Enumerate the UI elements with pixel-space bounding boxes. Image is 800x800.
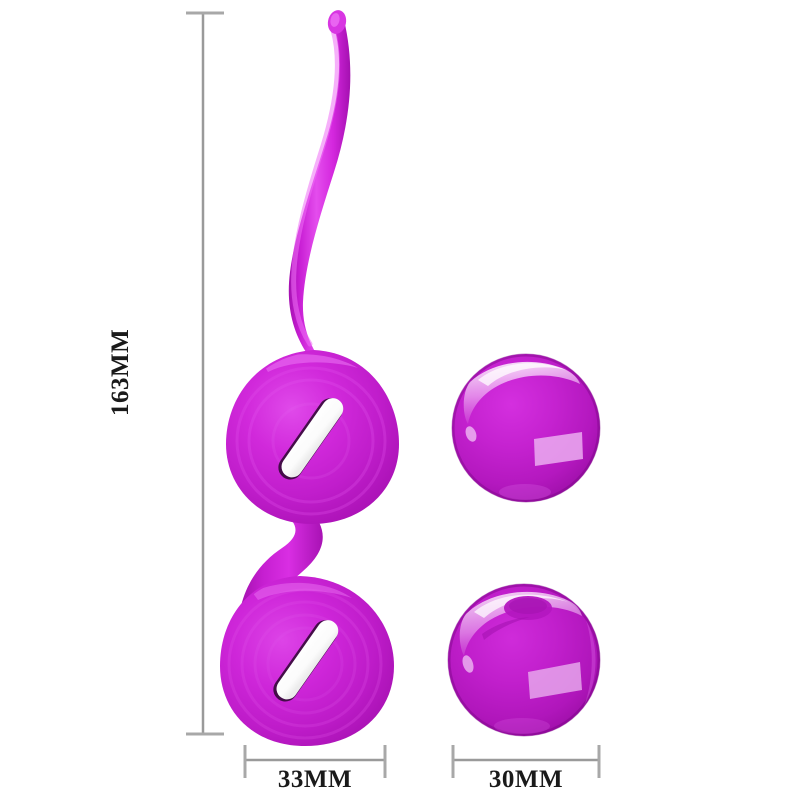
- ball-highlight-rect: [534, 432, 583, 466]
- ball-width-dimension-line: [451, 745, 601, 778]
- lower-slot: [273, 620, 339, 702]
- loose-ball-upper: [451, 353, 601, 503]
- upper-slot: [278, 398, 344, 480]
- ball2-highlight-rect: [528, 662, 582, 699]
- ball-width-dimension-label: 30MM: [488, 766, 564, 793]
- lower-bead: [220, 576, 394, 746]
- dual-ball-device: [220, 10, 399, 746]
- loose-ball-lower: [447, 583, 601, 737]
- retrieval-tail: [288, 10, 351, 373]
- main-width-dimension-line: [243, 745, 387, 778]
- height-dimension-label: 163MM: [107, 328, 134, 416]
- main-width-dimension-label: 33MM: [277, 766, 353, 793]
- height-dimension-line: [186, 11, 224, 736]
- upper-bead: [226, 350, 399, 524]
- dimension-lines: [186, 11, 601, 778]
